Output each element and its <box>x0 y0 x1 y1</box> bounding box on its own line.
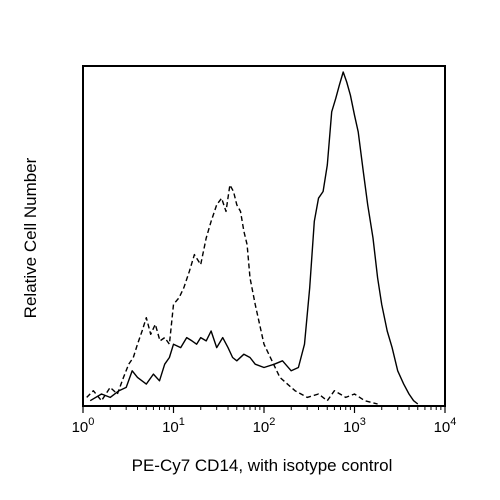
x-axis-label: PE-Cy7 CD14, with isotype control <box>132 456 393 475</box>
cd14-histogram-line <box>89 71 419 405</box>
x-tick-label: 104 <box>434 416 457 436</box>
x-axis-ticks: 100 101 102 103 104 <box>72 406 457 436</box>
x-tick-label: 101 <box>162 416 185 436</box>
plot-area-frame <box>82 65 446 407</box>
series-layer <box>86 71 419 405</box>
x-tick-label: 100 <box>72 416 95 436</box>
x-tick-label: 102 <box>253 416 276 436</box>
x-tick-label: 103 <box>343 416 366 436</box>
isotype-control-histogram-line <box>86 184 378 405</box>
y-axis-label: Relative Cell Number <box>21 157 40 318</box>
